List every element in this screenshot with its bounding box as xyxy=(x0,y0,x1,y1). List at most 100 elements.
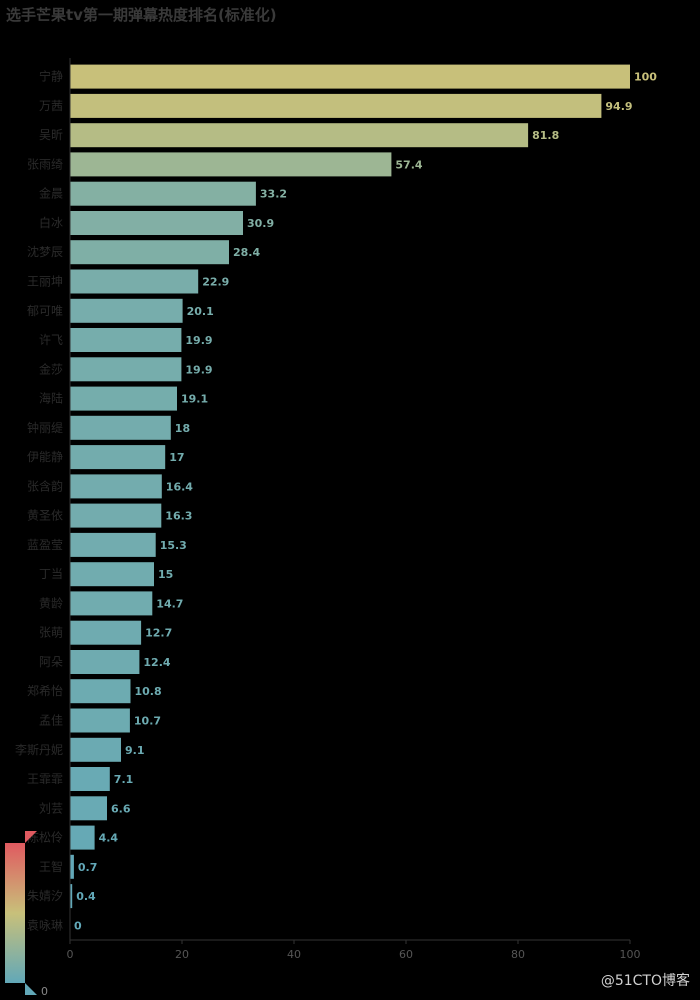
bar-钟丽缇[interactable] xyxy=(70,415,171,440)
bar-value-label: 0.7 xyxy=(78,861,98,874)
bar-value-label: 12.7 xyxy=(145,627,172,640)
color-scale-bar xyxy=(5,843,25,983)
category-label: 袁咏琳 xyxy=(27,918,63,932)
bar-吴昕[interactable] xyxy=(70,123,529,148)
bar-value-label: 28.4 xyxy=(233,246,260,259)
bar-许飞[interactable] xyxy=(70,328,182,352)
bar-value-label: 0 xyxy=(74,919,82,932)
bar-阿朵[interactable] xyxy=(70,650,140,674)
category-label: 黄龄 xyxy=(39,596,63,610)
category-label: 海陆 xyxy=(39,391,63,406)
category-label: 沈梦辰 xyxy=(27,244,63,259)
bar-王智[interactable] xyxy=(70,854,74,879)
bar-value-label: 100 xyxy=(634,71,657,84)
category-label: 郑希怡 xyxy=(27,683,63,698)
bar-沈梦辰[interactable] xyxy=(70,240,229,265)
color-scale-min-label: 0 xyxy=(41,985,48,998)
bar-王霏霏[interactable] xyxy=(70,767,110,791)
bar-伊能静[interactable] xyxy=(70,445,166,470)
category-label: 吴昕 xyxy=(39,128,63,142)
bar-value-label: 18 xyxy=(175,422,190,435)
category-label: 张雨绮 xyxy=(27,157,63,171)
bar-孟佳[interactable] xyxy=(70,708,130,733)
category-label: 王霏霏 xyxy=(27,772,63,786)
bar-value-label: 20.1 xyxy=(187,305,214,318)
category-label: 黄圣依 xyxy=(27,508,63,523)
bar-value-label: 7.1 xyxy=(114,773,134,786)
bar-value-label: 9.1 xyxy=(125,744,145,757)
bar-张萌[interactable] xyxy=(70,620,142,645)
bar-value-label: 0.4 xyxy=(76,890,96,903)
category-label: 钟丽缇 xyxy=(27,420,63,435)
bar-郁可唯[interactable] xyxy=(70,298,183,323)
category-label: 伊能静 xyxy=(27,450,63,464)
bar-value-label: 14.7 xyxy=(156,597,183,610)
bar-金莎[interactable] xyxy=(70,357,182,382)
category-label: 万茜 xyxy=(39,99,63,113)
bar-陈松伶[interactable] xyxy=(70,825,95,850)
bar-value-label: 15.3 xyxy=(160,539,187,552)
bar-万茜[interactable] xyxy=(70,93,602,118)
bar-蓝盈莹[interactable] xyxy=(70,532,156,557)
bar-value-label: 17 xyxy=(169,451,184,464)
bar-刘芸[interactable] xyxy=(70,796,107,821)
chart-title: 选手芒果tv第一期弹幕热度排名(标准化) xyxy=(6,6,277,24)
bar-value-label: 15 xyxy=(158,568,173,581)
bar-张雨绮[interactable] xyxy=(70,152,392,177)
category-label: 朱婧汐 xyxy=(27,888,63,903)
x-tick-label: 0 xyxy=(67,948,74,961)
bar-value-label: 10.8 xyxy=(135,685,162,698)
category-label: 阿朵 xyxy=(39,655,63,669)
category-label: 宁静 xyxy=(39,69,63,84)
bar-value-label: 33.2 xyxy=(260,188,287,201)
bar-黄圣依[interactable] xyxy=(70,503,162,528)
bar-白冰[interactable] xyxy=(70,211,243,235)
bar-value-label: 16.3 xyxy=(165,510,192,523)
bar-value-label: 94.9 xyxy=(605,100,632,113)
bar-value-label: 10.7 xyxy=(134,715,161,728)
x-tick-label: 40 xyxy=(287,948,301,961)
bar-value-label: 30.9 xyxy=(247,217,274,230)
bar-郑希怡[interactable] xyxy=(70,679,131,704)
bar-张含韵[interactable] xyxy=(70,474,162,499)
bar-value-label: 81.8 xyxy=(532,129,559,142)
category-label: 张萌 xyxy=(39,626,63,640)
bar-李斯丹妮[interactable] xyxy=(70,737,121,762)
bar-value-label: 22.9 xyxy=(202,276,229,289)
x-tick-label: 20 xyxy=(175,948,189,961)
bar-value-label: 16.4 xyxy=(166,480,193,493)
category-label: 张含韵 xyxy=(27,478,63,493)
bar-宁静[interactable] xyxy=(70,64,630,89)
bar-王丽坤[interactable] xyxy=(70,269,199,294)
bar-value-label: 19.9 xyxy=(185,334,212,347)
bar-value-label: 4.4 xyxy=(99,832,119,845)
bar-value-label: 6.6 xyxy=(111,802,131,815)
bar-海陆[interactable] xyxy=(70,386,177,411)
bar-value-label: 19.1 xyxy=(181,393,208,406)
bar-黄龄[interactable] xyxy=(70,591,153,616)
x-tick-label: 80 xyxy=(511,948,525,961)
bar-丁当[interactable] xyxy=(70,562,154,587)
bar-value-label: 19.9 xyxy=(185,363,212,376)
category-label: 金晨 xyxy=(39,186,63,201)
category-label: 陈松伶 xyxy=(27,830,63,845)
range-handle-bottom[interactable] xyxy=(25,983,37,995)
range-handle-top[interactable] xyxy=(25,831,37,843)
watermark: @51CTO博客 xyxy=(600,973,690,989)
category-label: 刘芸 xyxy=(39,801,63,815)
x-tick-label: 100 xyxy=(620,948,641,961)
category-label: 丁当 xyxy=(39,567,63,581)
category-label: 许飞 xyxy=(39,333,63,347)
category-label: 郁可唯 xyxy=(27,303,63,318)
bar-value-label: 12.4 xyxy=(143,656,170,669)
category-label: 孟佳 xyxy=(39,714,63,728)
category-label: 蓝盈莹 xyxy=(27,538,63,552)
bar-朱婧汐[interactable] xyxy=(70,884,73,909)
x-tick-label: 60 xyxy=(399,948,413,961)
visual-map-legend[interactable]: 0 xyxy=(5,831,48,998)
category-label: 王丽坤 xyxy=(27,274,63,289)
category-label: 白冰 xyxy=(39,215,63,230)
category-label: 金莎 xyxy=(39,361,63,376)
bar-金晨[interactable] xyxy=(70,181,256,206)
